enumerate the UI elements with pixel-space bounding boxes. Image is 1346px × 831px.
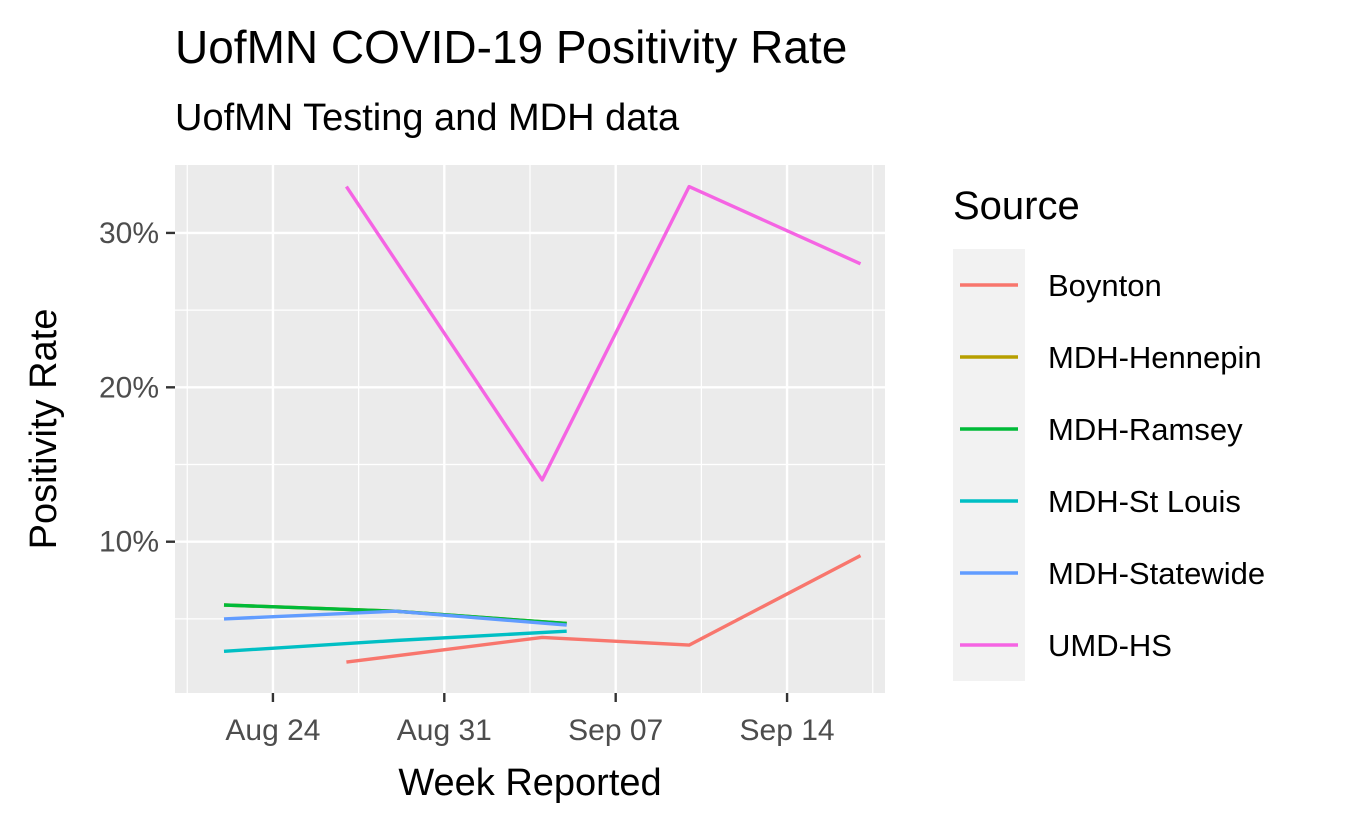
legend: Source Boynton MDH-Hennepin MDH-Ramsey MDH-… xyxy=(953,184,1265,681)
legend-items: Boynton MDH-Hennepin MDH-Ramsey MDH-St Loui… xyxy=(960,268,1265,663)
series-line-mdh-st-louis xyxy=(223,629,567,653)
legend-label: MDH-Hennepin xyxy=(1048,340,1262,375)
y-tick-label: 30% xyxy=(99,217,159,250)
y-tick-label: 10% xyxy=(99,526,159,559)
y-axis: 10% 20% 30% xyxy=(99,217,175,559)
y-tick-label: 20% xyxy=(99,371,159,404)
series-line-mdh-statewide xyxy=(223,609,567,627)
x-tick-label: Sep 14 xyxy=(740,714,835,747)
x-tick-label: Aug 31 xyxy=(397,714,492,747)
x-tick-label: Sep 07 xyxy=(568,714,663,747)
series-line-boynton xyxy=(346,554,862,664)
chart-subtitle: UofMN Testing and MDH data xyxy=(175,97,680,139)
major-gridlines xyxy=(175,165,885,693)
legend-label: MDH-Ramsey xyxy=(1048,412,1243,447)
legend-key-background xyxy=(953,249,1025,681)
legend-label: MDH-Statewide xyxy=(1048,556,1265,591)
legend-label: MDH-St Louis xyxy=(1048,484,1241,519)
series-lines xyxy=(223,184,862,664)
legend-label: Boynton xyxy=(1048,268,1162,303)
y-axis-title: Positivity Rate xyxy=(23,309,65,550)
legend-title: Source xyxy=(953,184,1080,228)
legend-label: UMD-HS xyxy=(1048,628,1172,663)
series-line-umd-hs xyxy=(344,184,862,482)
x-tick-label: Aug 24 xyxy=(225,714,320,747)
x-axis: Aug 24 Aug 31 Sep 07 Sep 14 xyxy=(225,693,835,747)
chart-title: UofMN COVID-19 Positivity Rate xyxy=(175,21,847,73)
x-axis-title: Week Reported xyxy=(398,762,661,804)
